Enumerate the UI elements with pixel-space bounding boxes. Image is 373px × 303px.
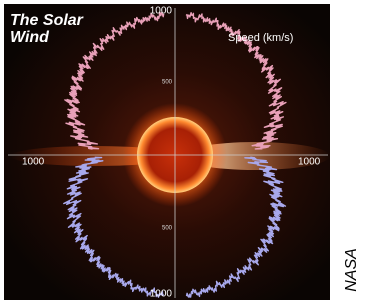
figure: The SolarWind Speed (km/s) 1000 500 1000… xyxy=(0,0,373,303)
axis-label: 1000 xyxy=(22,157,45,168)
axis-label: 1000 xyxy=(150,6,173,17)
credit: NASA xyxy=(343,248,360,292)
axis-label: 1000 xyxy=(150,289,173,300)
axis-label: 1000 xyxy=(298,157,321,168)
page: The SolarWind Speed (km/s) 1000 500 1000… xyxy=(0,0,373,303)
axis-label: 500 xyxy=(162,226,173,232)
axis-label: 500 xyxy=(162,80,173,86)
speed-label: Speed (km/s) xyxy=(228,32,293,44)
